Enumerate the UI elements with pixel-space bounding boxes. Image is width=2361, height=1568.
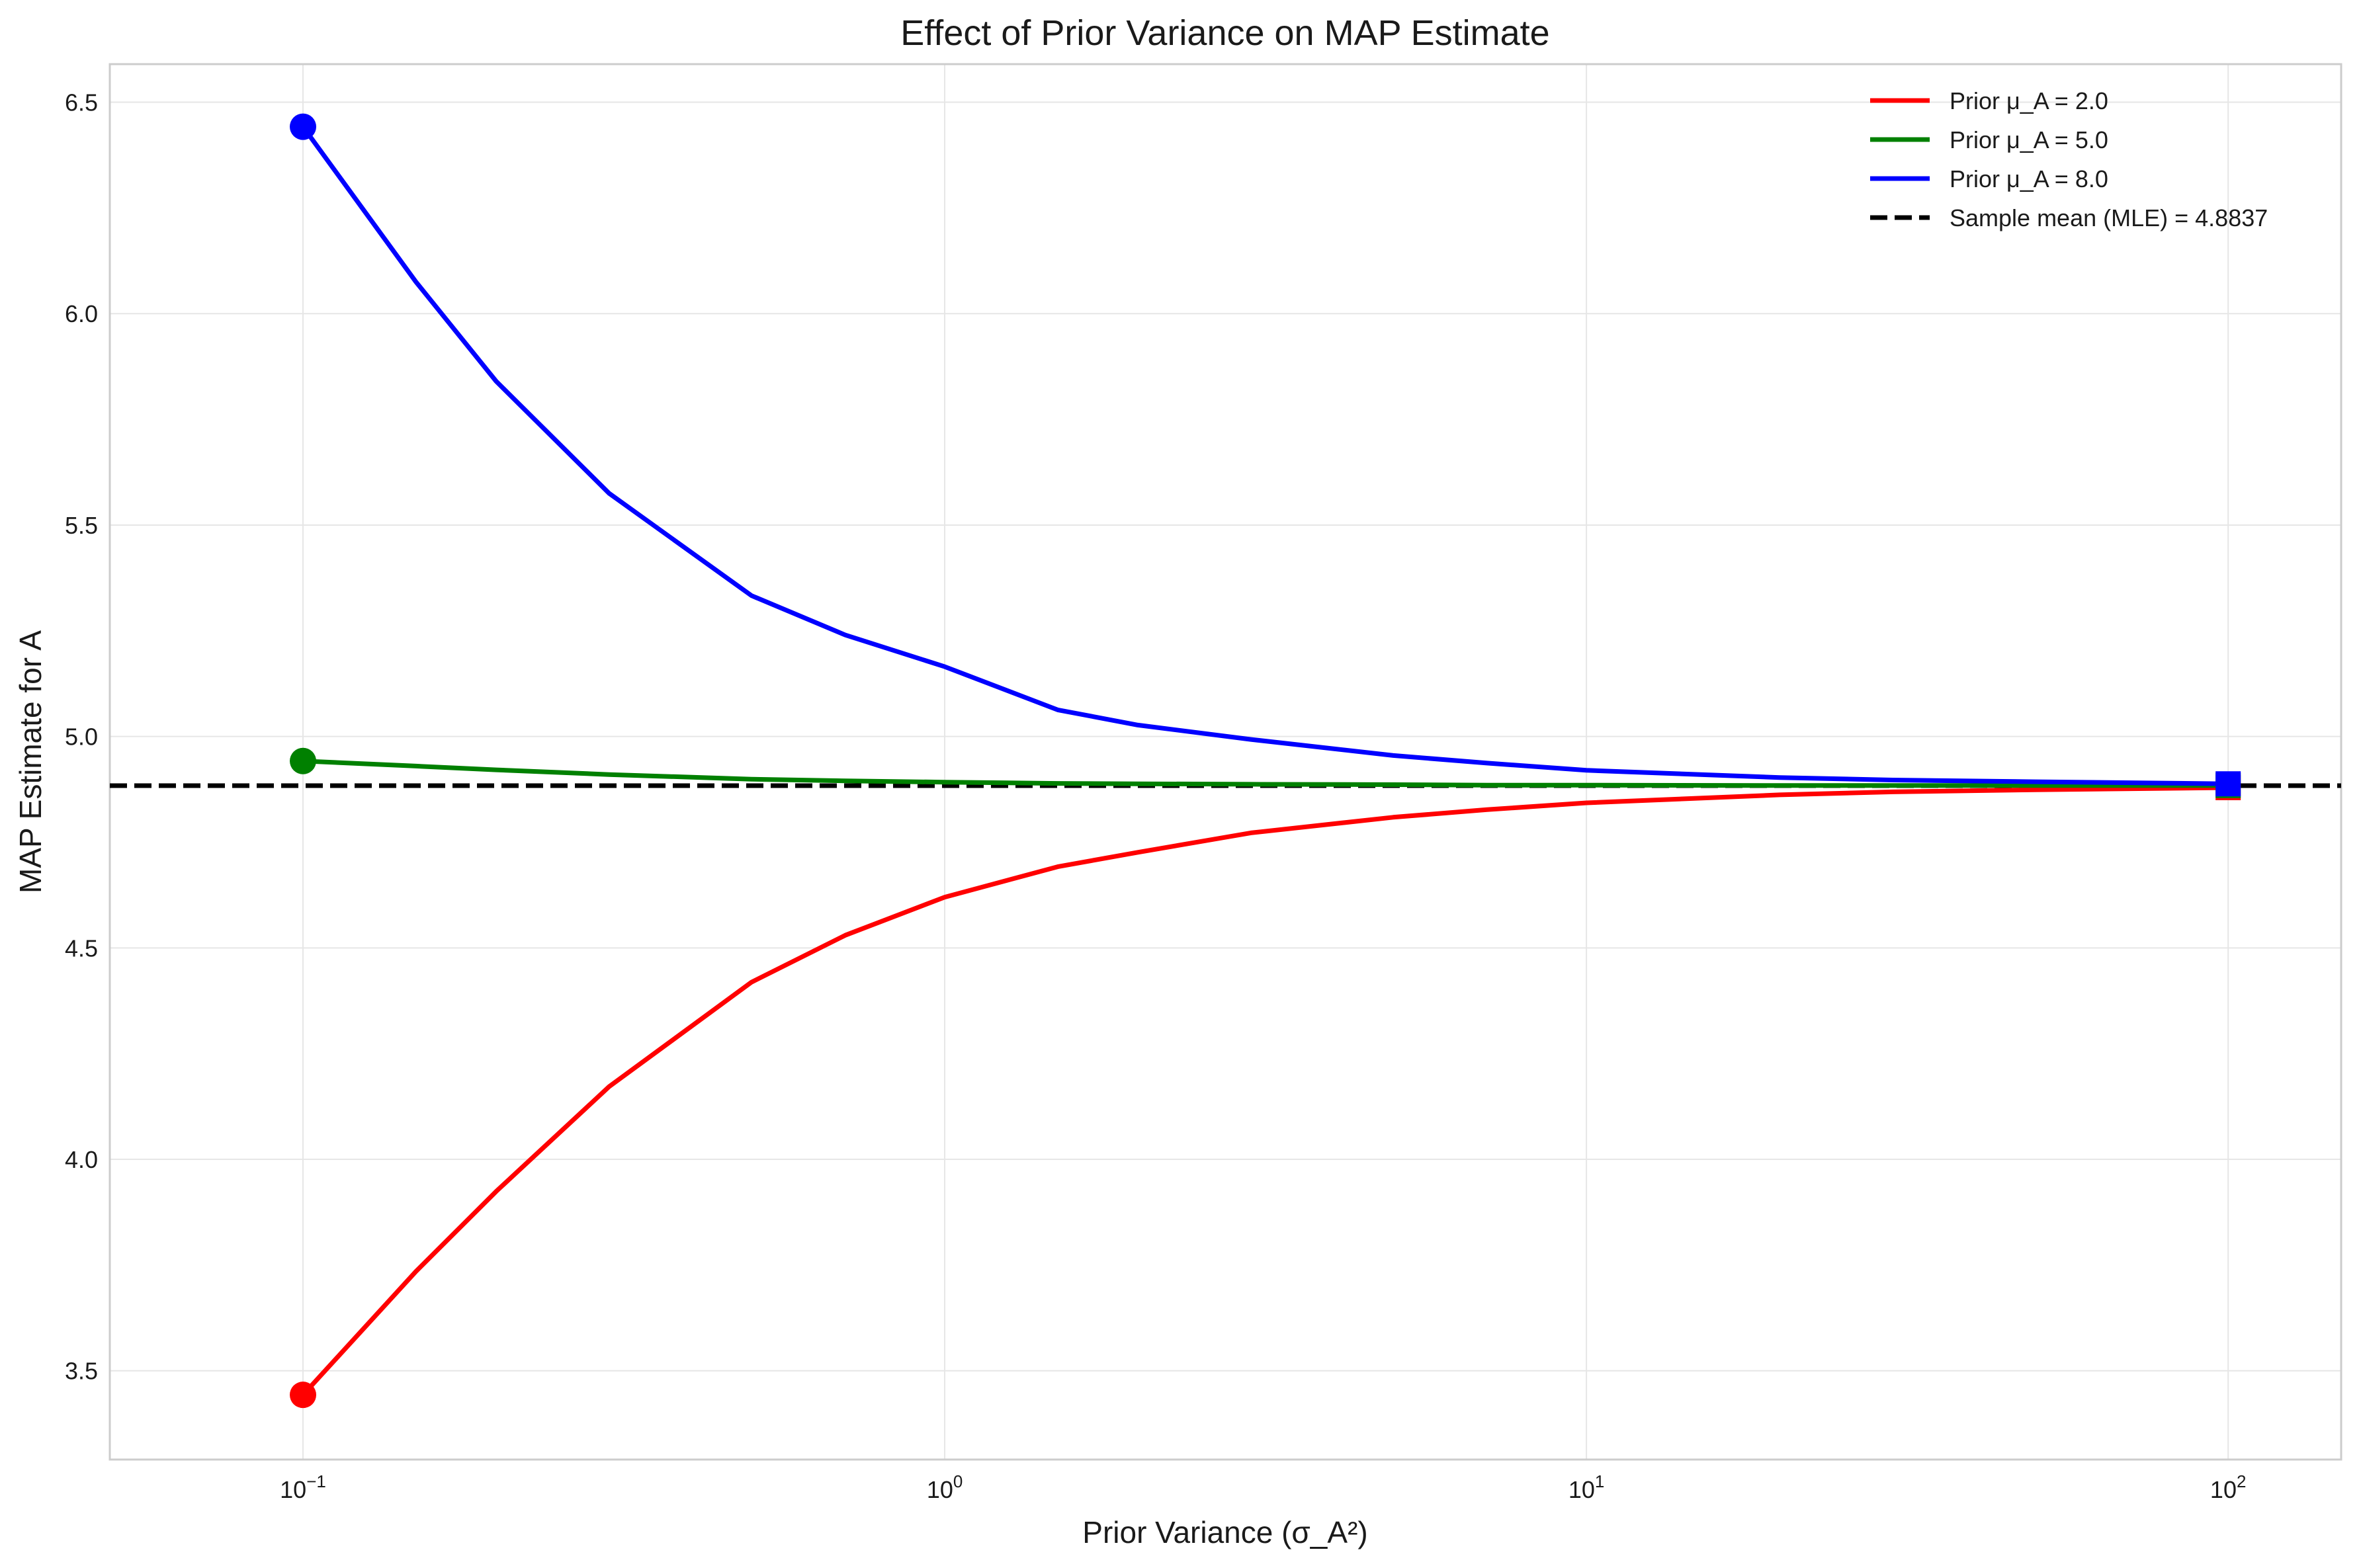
series-line-3 bbox=[301, 125, 2229, 786]
y-axis-label: MAP Estimate for A bbox=[13, 630, 48, 893]
plot-frame bbox=[108, 63, 2342, 1461]
series-end-marker-3 bbox=[2215, 771, 2241, 797]
y-tick-label: 5.0 bbox=[65, 723, 98, 751]
x-tick-label: 100 bbox=[927, 1471, 963, 1503]
x-axis-label: Prior Variance (σ_A²) bbox=[1082, 1515, 1367, 1549]
series-start-marker-3 bbox=[290, 113, 317, 140]
series-group bbox=[290, 113, 2241, 1409]
y-tick-label: 5.5 bbox=[65, 512, 98, 539]
chart-title: Effect of Prior Variance on MAP Estimate bbox=[900, 13, 1549, 53]
x-tick-label: 101 bbox=[1568, 1471, 1605, 1503]
y-tick-label: 4.0 bbox=[65, 1146, 98, 1173]
series-line-2 bbox=[302, 759, 2229, 788]
series-line-1 bbox=[301, 785, 2229, 1397]
legend-label: Prior μ_A = 2.0 bbox=[1950, 87, 2108, 114]
series-start-marker-1 bbox=[290, 1382, 317, 1409]
legend-label: Prior μ_A = 5.0 bbox=[1950, 126, 2108, 153]
x-tick-label: 102 bbox=[2210, 1471, 2247, 1503]
series-start-marker-2 bbox=[290, 747, 317, 774]
grid bbox=[110, 64, 2341, 1460]
y-tick-label: 6.0 bbox=[65, 300, 98, 327]
x-tick-label: 10−1 bbox=[280, 1471, 326, 1503]
y-tick-label: 3.5 bbox=[65, 1358, 98, 1385]
tick-labels: 10−1 100 101 102 3.5 4.0 4.5 5.0 5.5 6.0 6.5 bbox=[65, 89, 2246, 1503]
legend-label: Sample mean (MLE) = 4.8837 bbox=[1950, 204, 2268, 231]
legend-label: Prior μ_A = 8.0 bbox=[1950, 165, 2108, 192]
y-tick-label: 4.5 bbox=[65, 934, 98, 962]
y-tick-label: 6.5 bbox=[65, 89, 98, 116]
legend: Prior μ_A = 2.0 Prior μ_A = 5.0 Prior μ_A … bbox=[1870, 87, 2268, 231]
